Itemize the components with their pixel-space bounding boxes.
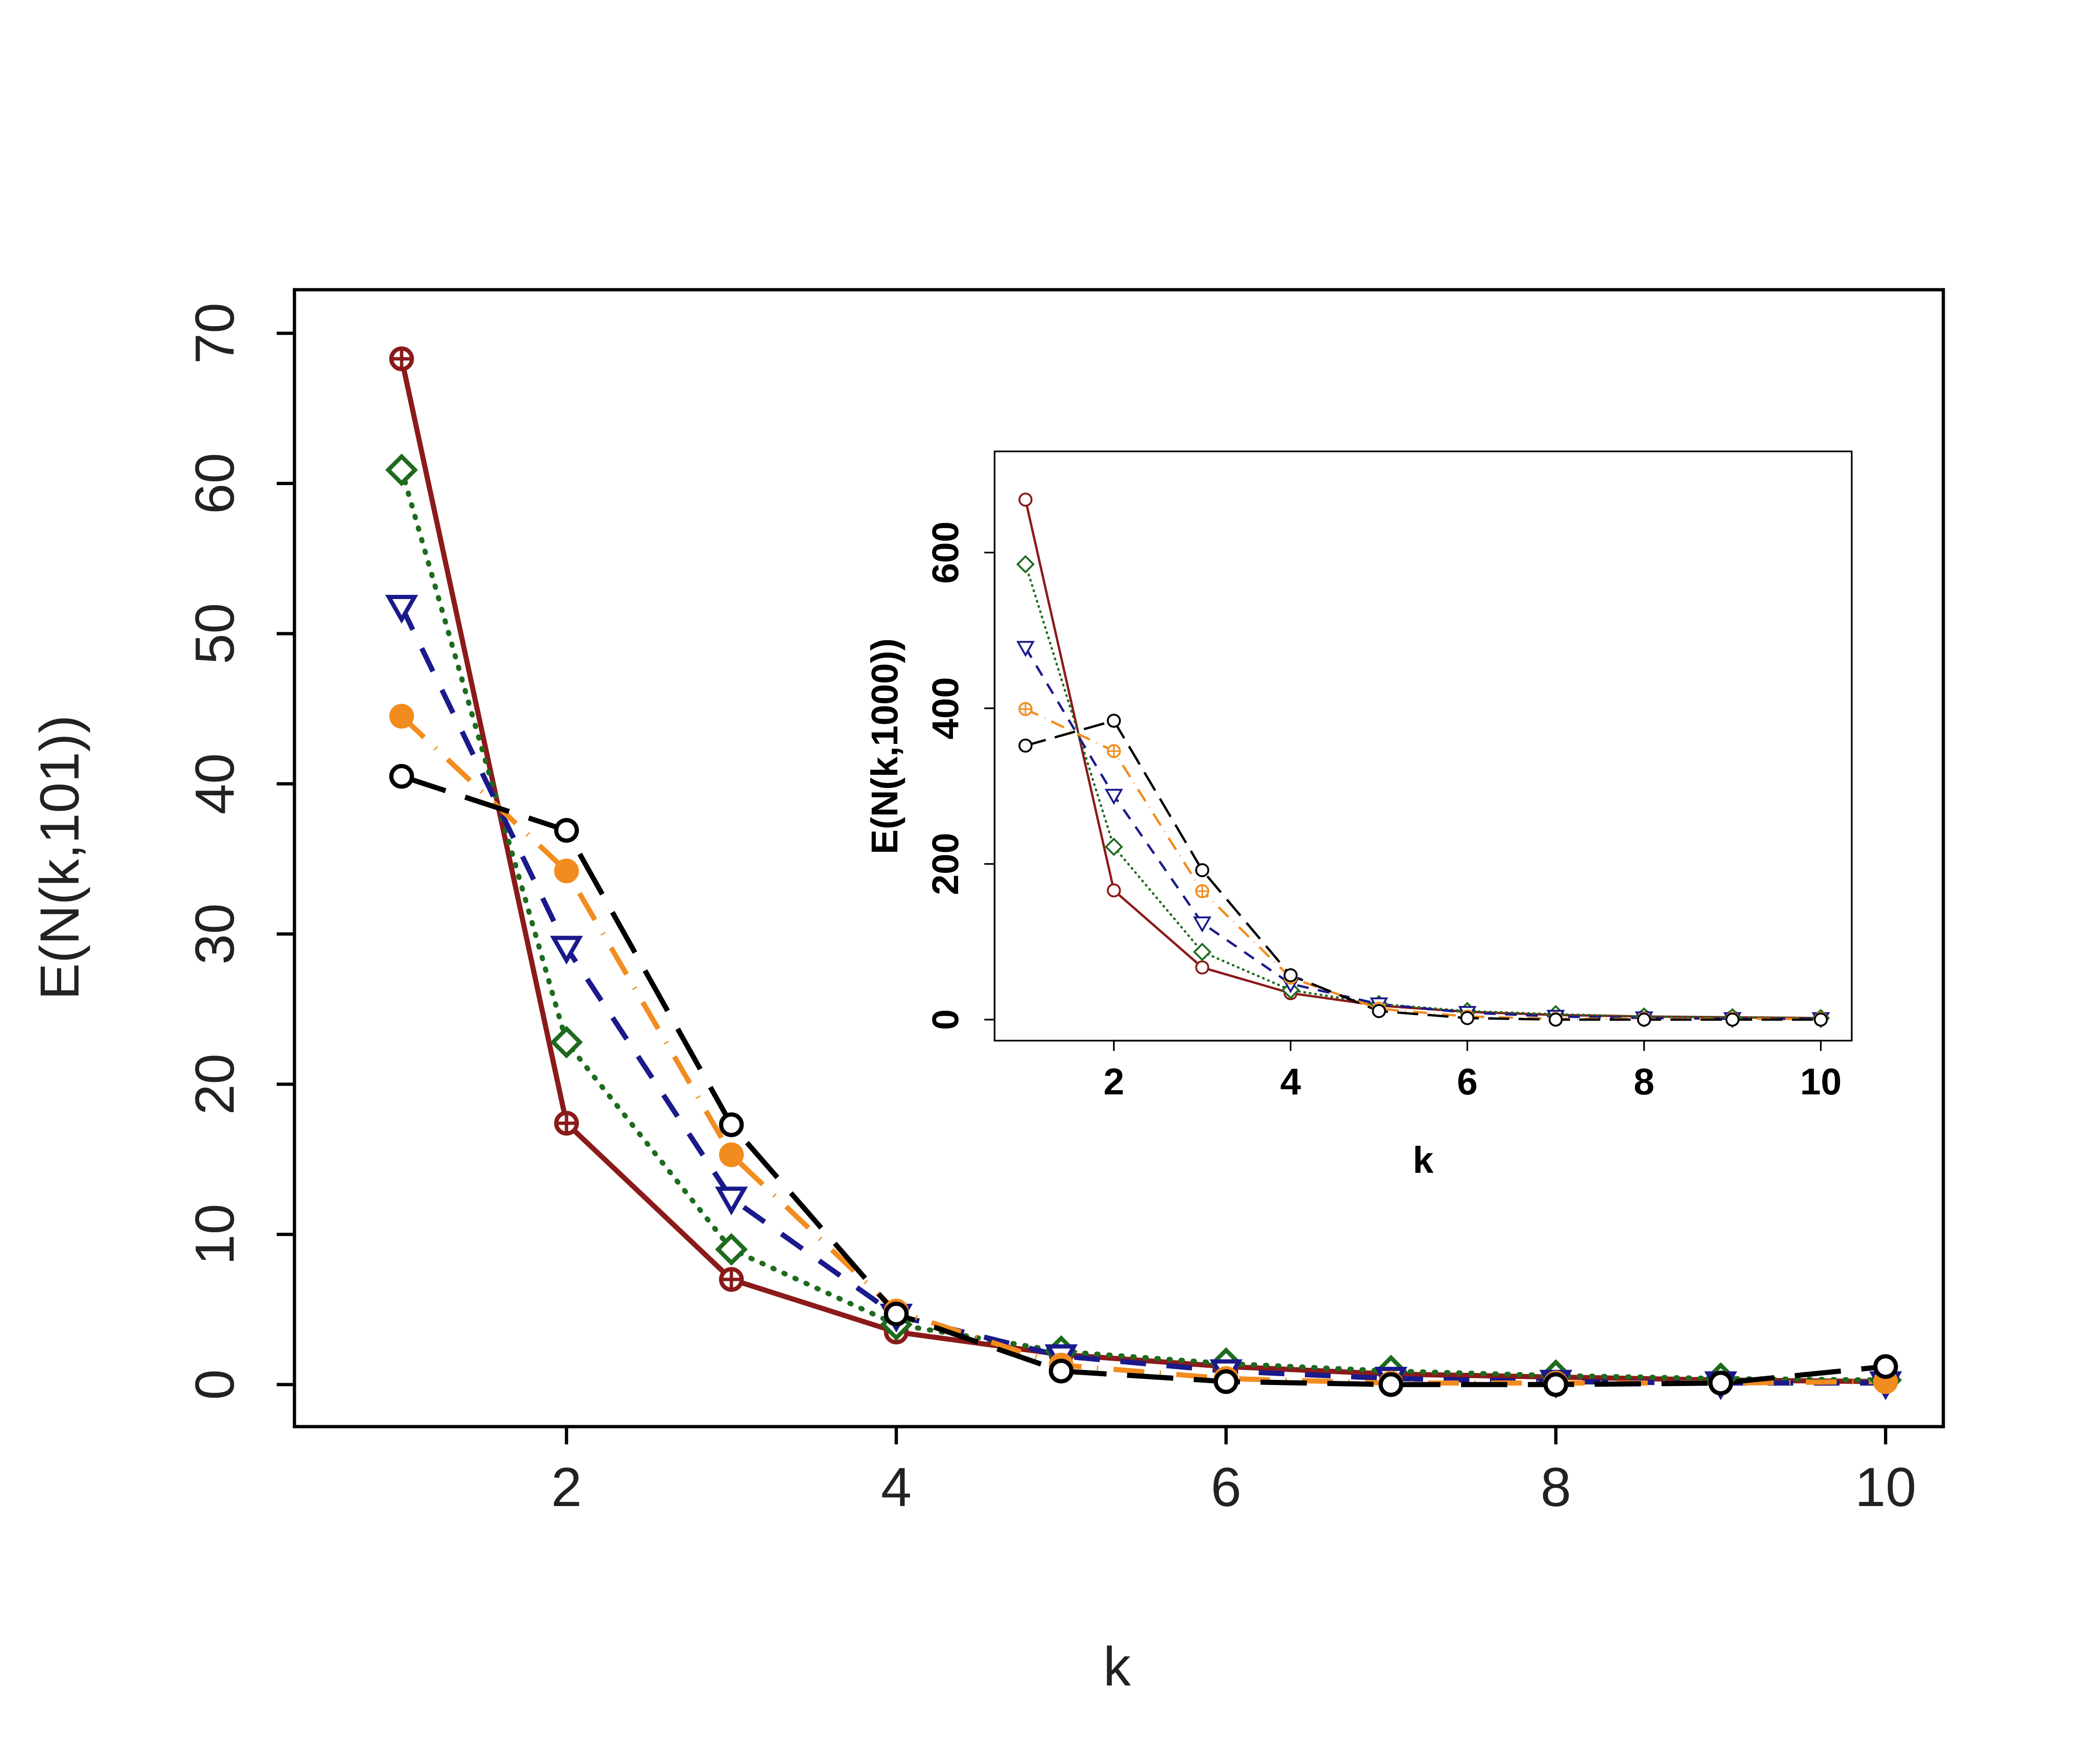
main-x-axis-label: k bbox=[1103, 1636, 1132, 1698]
main-y-tick-label: 40 bbox=[184, 753, 246, 814]
inset-x-tick-label: 4 bbox=[1280, 1061, 1301, 1102]
main-y-tick-label: 30 bbox=[184, 903, 246, 964]
inset-series-2-point bbox=[1193, 943, 1212, 961]
main-series-5-point bbox=[1543, 1372, 1568, 1397]
main-series-5-point bbox=[884, 1301, 909, 1327]
main-series-1-point bbox=[719, 1267, 744, 1292]
main-x-tick-label: 6 bbox=[1210, 1457, 1241, 1518]
main-series-5-point bbox=[1049, 1358, 1074, 1384]
inset-series-5-point bbox=[1195, 863, 1210, 878]
main-series-5-point bbox=[1873, 1354, 1898, 1379]
inset-series-5-point bbox=[1283, 968, 1298, 983]
inset-series-5-point bbox=[1813, 1013, 1828, 1027]
inset-y-tick-label: 400 bbox=[924, 677, 966, 739]
inset-series-5-point bbox=[1637, 1013, 1651, 1027]
main-x-tick-label: 8 bbox=[1540, 1457, 1571, 1518]
inset-y-tick-label: 200 bbox=[924, 833, 966, 895]
inset-series-5-point bbox=[1018, 738, 1033, 753]
main-series-2-line bbox=[399, 467, 1889, 1383]
main-x-tick-label: 10 bbox=[1855, 1457, 1916, 1518]
main-series-3-point bbox=[550, 936, 583, 965]
inset-series-3-point bbox=[1016, 641, 1035, 657]
inset-series-1-point bbox=[1107, 883, 1121, 898]
inset-series-3-point bbox=[1193, 916, 1212, 933]
main-series-4-point bbox=[554, 858, 579, 884]
inset-series-3-point bbox=[1104, 789, 1123, 805]
inset-series-5-point bbox=[1548, 1013, 1563, 1027]
inset-series-4-point bbox=[1195, 884, 1210, 899]
inset-series-5-point bbox=[1725, 1013, 1740, 1027]
main-series-5-point bbox=[1378, 1372, 1404, 1397]
inset-x-tick-label: 8 bbox=[1633, 1061, 1654, 1102]
main-x-tick-label: 2 bbox=[551, 1457, 582, 1518]
inset-series-4-point bbox=[1018, 702, 1033, 716]
inset-background bbox=[995, 451, 1852, 1041]
main-y-tick-label: 70 bbox=[184, 303, 246, 364]
main-y-tick-label: 10 bbox=[184, 1204, 246, 1265]
main-series-layer bbox=[385, 346, 1902, 1400]
main-series-4-point bbox=[719, 1142, 744, 1167]
inset-series-5-point bbox=[1372, 1004, 1386, 1018]
main-x-tick-label: 4 bbox=[881, 1457, 912, 1518]
main-series-3-point bbox=[715, 1186, 748, 1216]
inset-x-axis: 2 4 6 8 10 bbox=[1103, 1040, 1841, 1102]
main-y-tick-label: 20 bbox=[184, 1054, 246, 1115]
inset-series-5-point bbox=[1107, 714, 1121, 728]
main-y-tick-label: 0 bbox=[184, 1369, 246, 1400]
inset-series-1-point bbox=[1195, 960, 1210, 975]
main-series-5-point bbox=[389, 764, 414, 789]
inset-series-5-point bbox=[1460, 1011, 1475, 1025]
main-series-5-point bbox=[1708, 1371, 1733, 1396]
inset-series-layer bbox=[1016, 493, 1830, 1028]
main-y-tick-label: 50 bbox=[184, 603, 246, 664]
inset-series-4-point bbox=[1107, 744, 1121, 758]
main-x-axis: 2 4 6 8 10 bbox=[551, 1425, 1916, 1518]
inset-y-tick-label: 600 bbox=[924, 521, 966, 584]
inset-series-1-point bbox=[1018, 493, 1033, 507]
inset-y-tick-label: 0 bbox=[924, 1009, 966, 1030]
main-series-5-point bbox=[719, 1112, 744, 1137]
inset-plot: 2 4 6 8 10 0 200 400 600 k E(N(k,1000)) bbox=[864, 450, 1853, 1181]
main-series-5-point bbox=[1213, 1369, 1239, 1394]
inset-series-5-line bbox=[1025, 719, 1821, 1021]
inset-series-3-line bbox=[1024, 647, 1821, 1020]
main-series-1-point bbox=[554, 1111, 579, 1136]
main-y-axis-label: E(N(k,101)) bbox=[29, 715, 91, 1000]
inset-y-axis: 0 200 400 600 bbox=[924, 521, 996, 1030]
inset-x-axis-label: k bbox=[1413, 1139, 1434, 1181]
main-series-5-point bbox=[554, 818, 579, 843]
main-y-tick-label: 60 bbox=[184, 453, 246, 514]
inset-y-axis-label: E(N(k,1000)) bbox=[864, 638, 905, 854]
main-series-5-line bbox=[401, 774, 1886, 1387]
inset-series-2-point bbox=[1016, 555, 1035, 574]
inset-x-tick-label: 2 bbox=[1103, 1061, 1124, 1102]
inset-series-4-line bbox=[1025, 708, 1821, 1020]
main-series-3-point bbox=[385, 595, 418, 624]
main-series-2-point bbox=[550, 1026, 583, 1059]
inset-series-2-point bbox=[1104, 837, 1123, 856]
inset-x-tick-label: 10 bbox=[1800, 1061, 1841, 1102]
main-y-axis: 0 10 20 30 40 50 60 70 bbox=[184, 303, 296, 1400]
main-series-2-point bbox=[385, 453, 418, 486]
main-series-4-point bbox=[389, 704, 414, 729]
main-series-2-point bbox=[715, 1233, 748, 1266]
main-series-1-point bbox=[389, 346, 414, 371]
inset-x-tick-label: 6 bbox=[1457, 1061, 1478, 1102]
